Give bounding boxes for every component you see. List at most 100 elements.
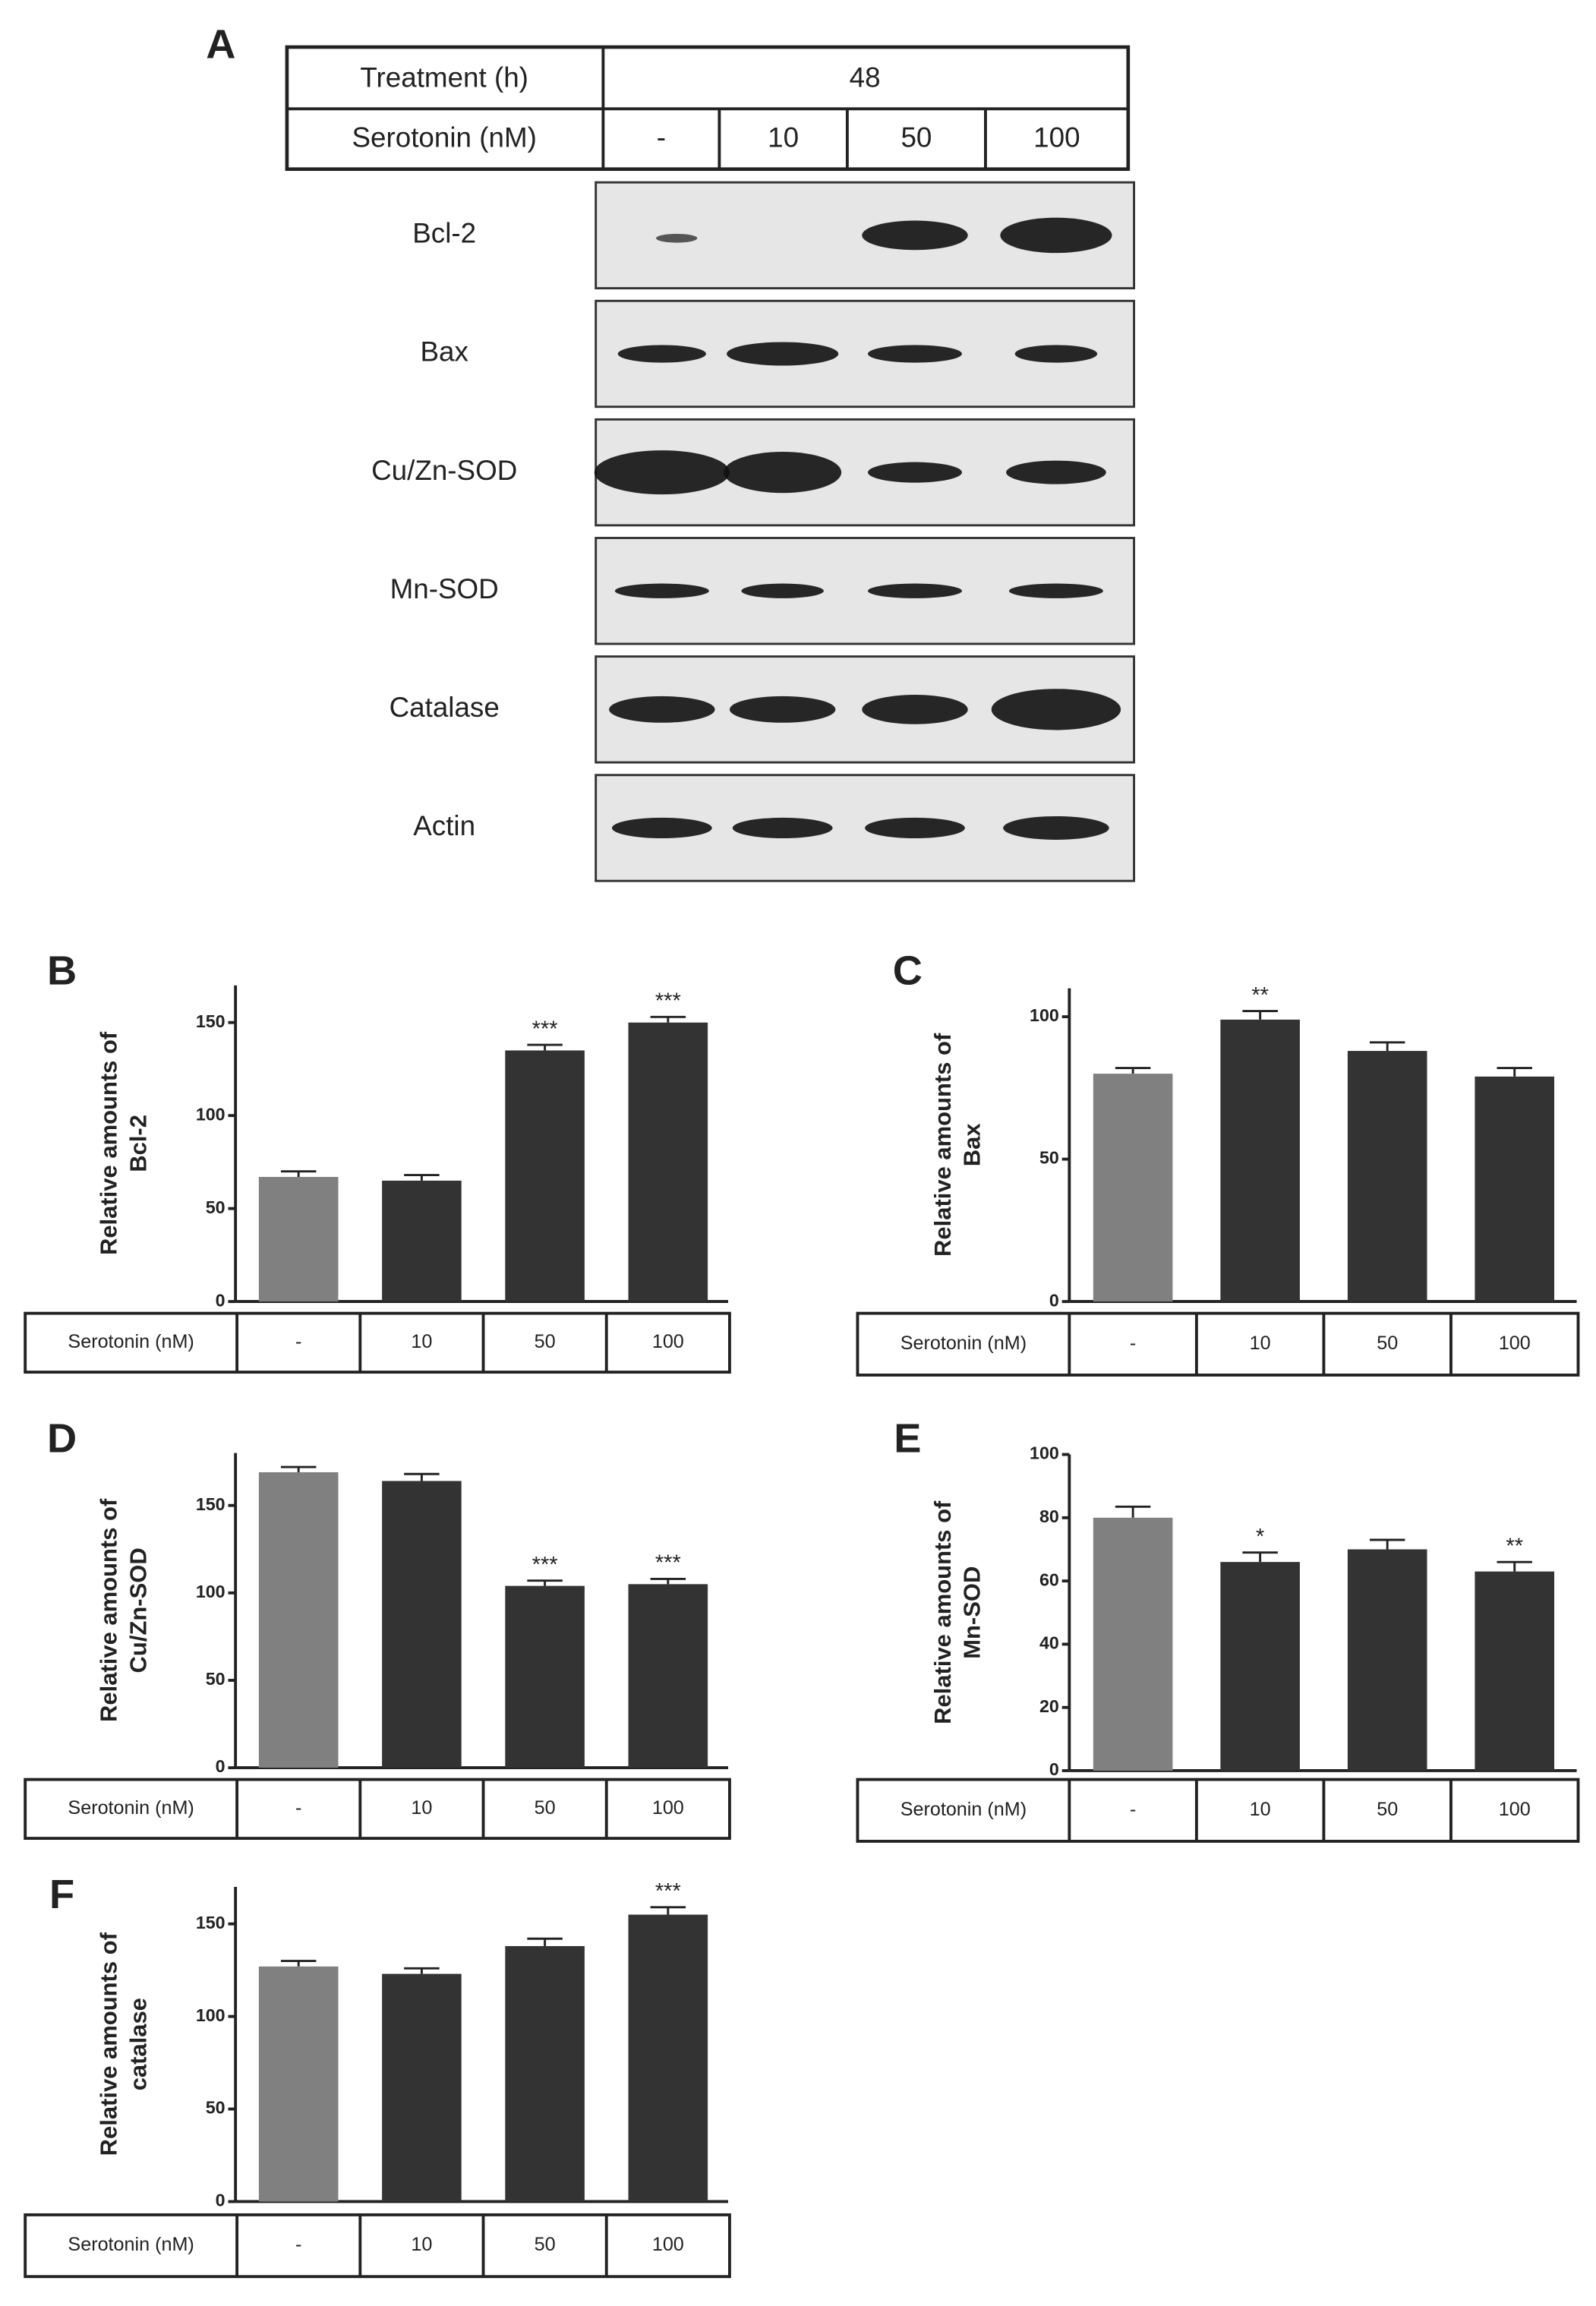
bar [382,1973,462,2202]
band [729,696,836,723]
y-axis-title-line: Bcl-2 [125,1115,151,1172]
blot-row-label: Mn-SOD [390,573,499,604]
x-tick-label: - [1130,1799,1136,1820]
band [617,345,706,363]
y-tick-label: 0 [216,2191,226,2210]
bar [258,1177,339,1302]
y-tick-label: 100 [196,1104,226,1124]
y-tick-label: 50 [1039,1148,1059,1168]
y-axis-title-line: Relative amounts of [929,1033,956,1257]
bar [628,1022,708,1302]
bar [505,1585,585,1768]
x-tick-label: - [1130,1333,1136,1354]
x-tick-label: 50 [535,1797,556,1819]
x-tick-label: - [295,2234,301,2255]
band [862,694,968,724]
x-tick-label: 10 [1250,1799,1271,1820]
y-tick-label: 50 [206,2098,226,2118]
band [724,452,842,494]
dose-label: Serotonin (nM) [352,122,536,153]
band [868,462,962,483]
y-axis-title-line: Relative amounts of [929,1500,956,1724]
y-tick-label: 100 [196,2005,226,2025]
x-tick-label: 100 [1499,1799,1531,1820]
bar [1220,1562,1300,1771]
band [1008,583,1103,598]
y-axis-title: Relative amounts of Cu/Zn-SOD [96,1498,152,1722]
band [614,583,709,598]
panel-label: D [47,1415,77,1461]
x-axis-title: Serotonin (nM) [901,1799,1027,1820]
band [741,583,824,598]
panel-label: A [206,21,235,67]
bar [382,1481,462,1768]
x-tick-label: 50 [535,1331,556,1352]
bar [1475,1076,1555,1302]
band [609,696,715,723]
x-tick-label: 100 [652,2234,684,2255]
bar [1093,1074,1173,1302]
bar [505,1946,585,2202]
bar [1347,1051,1427,1302]
panel-label: E [894,1415,921,1461]
significance: *** [532,1553,558,1577]
band [594,450,730,495]
y-tick-label: 100 [196,1582,226,1601]
significance: *** [655,989,681,1014]
y-axis-title-line: Cu/Zn-SOD [125,1547,151,1673]
y-tick-label: 0 [1049,1290,1059,1310]
x-axis-title: Serotonin (nM) [68,1797,194,1819]
y-tick-label: 50 [206,1197,226,1217]
y-axis-title-line: Relative amounts of [96,1498,122,1722]
y-tick-label: 20 [1039,1696,1059,1716]
x-axis-title: Serotonin (nM) [68,1331,194,1352]
dose-table [24,2213,731,2279]
bar [1475,1571,1555,1771]
dose-table [24,1311,731,1374]
y-axis-title-line: Relative amounts of [96,1031,122,1255]
y-axis-title-line: catalase [125,1998,151,2090]
y-tick-label: 150 [196,1913,226,1932]
dose: 50 [901,122,932,153]
band [732,817,833,839]
band [1003,815,1109,840]
bar [505,1050,585,1302]
x-tick-label: 50 [1377,1333,1398,1354]
bar [1093,1517,1173,1771]
band [656,233,698,243]
x-tick-label: 100 [652,1797,684,1819]
x-tick-label: 50 [535,2234,556,2255]
band [991,689,1121,730]
y-axis-title: Relative amounts of Mn-SOD [929,1500,986,1724]
y-tick-label: 40 [1039,1633,1059,1653]
panel-label: F [49,1872,74,1917]
y-tick-label: 150 [196,1011,226,1031]
blot-row-label: Cu/Zn-SOD [371,455,517,486]
band [862,220,968,251]
band [1014,345,1098,363]
y-tick-label: 80 [1039,1506,1059,1526]
band [1000,217,1112,254]
blot-row-label: Catalase [390,692,500,723]
blot-row-label: Bcl-2 [412,218,476,249]
bar [1347,1549,1427,1771]
significance: ** [1251,983,1269,1008]
x-tick-label: - [295,1797,301,1819]
y-axis-title: Relative amounts of Bax [929,1033,986,1257]
x-tick-label: 50 [1377,1799,1398,1820]
significance: ** [1506,1534,1523,1558]
x-tick-label: 100 [1499,1333,1531,1354]
y-tick-label: 150 [196,1494,226,1514]
y-tick-label: 100 [1030,1005,1059,1025]
y-tick-label: 0 [216,1756,226,1776]
band [611,817,712,839]
band [868,583,962,598]
dose: 10 [768,122,799,153]
dose-table [24,1778,731,1841]
panel-label: C [893,948,923,994]
bar [258,1966,339,2202]
y-tick-label: 0 [1049,1759,1059,1779]
x-tick-label: 10 [411,1331,432,1352]
